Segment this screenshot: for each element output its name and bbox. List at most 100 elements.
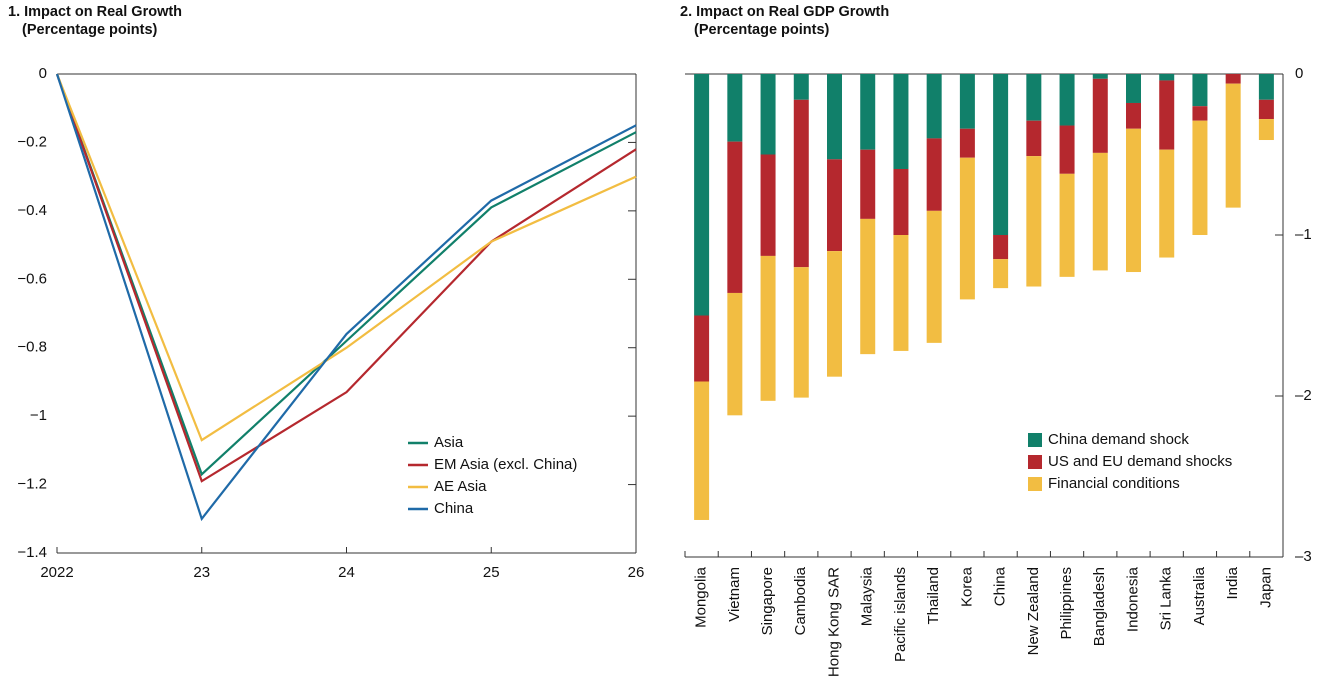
bar-segment [926,210,942,343]
bar-segment [793,99,809,268]
x-tick-label: Vietnam [726,567,743,622]
x-tick-label: Indonesia [1124,566,1141,632]
chart-subtitle: (Percentage points) [694,22,830,38]
bar-segment [1026,120,1042,157]
bar-segment [893,235,909,351]
bar-segment [1059,74,1075,126]
x-tick-label: Japan [1257,567,1274,608]
x-tick-label: 24 [338,564,355,581]
bar-segment [860,149,876,219]
legend-label: Financial conditions [1048,475,1180,492]
y-tick-label: −1.4 [17,544,47,561]
y-tick-label: –1 [1295,226,1312,243]
x-tick-label: Korea [958,566,975,607]
bar-segment [727,292,743,416]
y-tick-label: −1 [30,407,47,424]
bar-segment [1159,149,1175,258]
legend-label: Asia [434,434,464,451]
series-line [55,73,637,477]
y-tick-label: –2 [1295,387,1312,404]
bar-segment [827,251,842,377]
x-tick-label: 26 [628,564,645,581]
y-tick-label: −0.4 [17,202,47,219]
x-tick-label: 25 [483,564,500,581]
bar-segment [959,74,975,129]
bar-segment [827,74,842,160]
x-tick-label: China [992,566,1009,606]
bar-segment [1092,152,1108,271]
legend-label: US and EU demand shocks [1048,453,1232,470]
bar-segment [1059,173,1075,277]
bar-segment [1192,106,1208,121]
bar-segment [760,154,776,256]
bar-segment [1258,119,1274,141]
bar-segment [1092,78,1108,153]
bar-segment [1258,74,1274,100]
bar-segment [694,315,710,382]
y-tick-label: –3 [1295,548,1312,565]
bar-segment [793,267,809,398]
bar-segment [1225,74,1241,84]
legend-label: China demand shock [1048,431,1189,448]
bar-segment [793,74,809,100]
legend-swatch [1028,433,1042,447]
bar-segment [827,159,842,252]
bar-segment [1026,156,1042,287]
y-tick-label: −1.2 [17,476,47,493]
x-tick-label: Australia [1191,566,1208,625]
series-line [55,73,637,483]
x-tick-label: Mongolia [693,566,710,628]
bar-segment [727,141,743,293]
x-tick-label: Hong Kong SAR [825,567,842,677]
x-tick-label: Singapore [759,567,776,635]
bar-segment [1092,74,1108,79]
bar-segment [993,235,1009,260]
bar-segment [1126,74,1141,103]
x-tick-label: Sri Lanka [1158,566,1175,630]
x-tick-label: New Zealand [1025,567,1042,655]
bar-segment [1258,99,1274,120]
x-tick-label: Thailand [925,567,942,625]
bar-segment [1126,128,1141,273]
bar-segment [694,74,710,316]
legend-label: AE Asia [434,478,487,495]
legend-label: EM Asia (excl. China) [434,456,577,473]
x-tick-label: 2022 [40,564,73,581]
bar-segment [1192,120,1208,235]
bar-segment [926,74,942,139]
bar-segment [1225,83,1241,208]
legend-swatch [1028,455,1042,469]
bar-segment [993,74,1009,235]
bar-segment [893,74,909,169]
bar-segment [1126,102,1141,129]
bar-segment [860,74,876,150]
y-tick-label: −0.2 [17,133,47,150]
bar-segment [926,138,942,211]
legend-label: China [434,500,474,517]
y-tick-label: 0 [1295,65,1303,82]
bar-segment [1059,125,1075,174]
legend-swatch [1028,477,1042,491]
chart-title: 1. Impact on Real Growth [8,4,182,20]
bar-segment [860,218,876,355]
x-tick-label: Cambodia [792,566,809,635]
chart-subtitle: (Percentage points) [22,22,158,38]
bar-segment [1026,74,1042,121]
bar-segment [694,381,710,520]
bar-segment [760,74,776,155]
x-tick-label: 23 [193,564,210,581]
bar-segment [959,128,975,158]
bar-segment [760,255,776,401]
chart-title: 2. Impact on Real GDP Growth [680,4,889,20]
y-tick-label: −0.8 [17,339,47,356]
bar-segment [893,168,909,235]
x-tick-label: Philippines [1058,567,1075,640]
bar-segment [993,259,1009,289]
x-tick-label: India [1224,566,1241,599]
x-tick-label: Malaysia [859,566,876,626]
bar-segment [959,157,975,300]
series-line [55,73,637,442]
y-tick-label: 0 [39,65,47,82]
bar-segment [1159,74,1175,81]
